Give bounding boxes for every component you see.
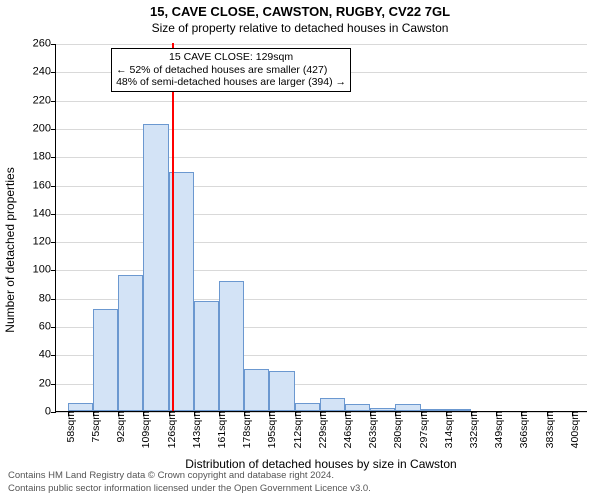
histogram-bar — [93, 309, 118, 411]
xtick-label: 246sqm — [337, 411, 354, 448]
ytick-label: 160 — [33, 180, 56, 191]
xtick-label: 126sqm — [160, 411, 177, 448]
histogram-bar — [395, 404, 420, 411]
xtick-label: 332sqm — [463, 411, 480, 448]
histogram-bar — [244, 369, 269, 411]
gridline — [56, 270, 587, 271]
annotation-box: 15 CAVE CLOSE: 129sqm← 52% of detached h… — [111, 48, 351, 92]
histogram-bar — [269, 371, 294, 411]
xtick-label: 109sqm — [135, 411, 152, 448]
xtick-label: 314sqm — [437, 411, 454, 448]
xtick-label: 143sqm — [186, 411, 203, 448]
attribution-footer: Contains HM Land Registry data © Crown c… — [8, 470, 592, 496]
xtick-label: 366sqm — [513, 411, 530, 448]
ytick-label: 100 — [33, 265, 56, 276]
xtick-label: 280sqm — [387, 411, 404, 448]
histogram-bar — [143, 124, 168, 411]
histogram-bar — [295, 403, 320, 411]
gridline — [56, 129, 587, 130]
annotation-line: ← 52% of detached houses are smaller (42… — [116, 64, 346, 77]
gridline — [56, 101, 587, 102]
ytick-label: 260 — [33, 39, 56, 50]
ytick-label: 20 — [39, 378, 56, 389]
chart-container: 15, CAVE CLOSE, CAWSTON, RUGBY, CV22 7GL… — [0, 0, 600, 500]
ytick-label: 40 — [39, 350, 56, 361]
histogram-bar — [118, 275, 143, 411]
gridline — [56, 44, 587, 45]
xtick-label: 58sqm — [60, 411, 77, 443]
xtick-label: 297sqm — [412, 411, 429, 448]
ytick-label: 120 — [33, 237, 56, 248]
chart-subtitle: Size of property relative to detached ho… — [0, 21, 600, 36]
xtick-label: 400sqm — [563, 411, 580, 448]
x-axis-label-wrap: Distribution of detached houses by size … — [55, 458, 587, 470]
histogram-bar — [194, 301, 219, 411]
xtick-label: 92sqm — [110, 411, 127, 443]
xtick-label: 178sqm — [236, 411, 253, 448]
plot-area: 02040608010012014016018020022024026058sq… — [55, 44, 587, 412]
ytick-label: 200 — [33, 123, 56, 134]
xtick-label: 263sqm — [362, 411, 379, 448]
xtick-label: 161sqm — [211, 411, 228, 448]
ytick-label: 80 — [39, 293, 56, 304]
gridline — [56, 242, 587, 243]
y-axis-label: Number of detached properties — [4, 167, 16, 332]
xtick-label: 349sqm — [488, 411, 505, 448]
xtick-label: 229sqm — [312, 411, 329, 448]
ytick-label: 0 — [45, 407, 56, 418]
x-axis-label: Distribution of detached houses by size … — [55, 458, 587, 470]
xtick-label: 75sqm — [85, 411, 102, 443]
ytick-label: 220 — [33, 95, 56, 106]
histogram-bar — [345, 404, 370, 411]
ytick-label: 180 — [33, 152, 56, 163]
gridline — [56, 157, 587, 158]
footer-line: Contains HM Land Registry data © Crown c… — [8, 470, 592, 483]
gridline — [56, 214, 587, 215]
annotation-line: 48% of semi-detached houses are larger (… — [116, 76, 346, 89]
ytick-label: 60 — [39, 322, 56, 333]
xtick-label: 383sqm — [538, 411, 555, 448]
gridline — [56, 186, 587, 187]
histogram-bar — [320, 398, 345, 411]
xtick-label: 195sqm — [261, 411, 278, 448]
histogram-bar — [219, 281, 244, 411]
ytick-label: 240 — [33, 67, 56, 78]
chart-title: 15, CAVE CLOSE, CAWSTON, RUGBY, CV22 7GL — [0, 0, 600, 20]
ytick-label: 140 — [33, 208, 56, 219]
reference-line — [172, 43, 174, 411]
footer-line: Contains public sector information licen… — [8, 483, 592, 496]
xtick-label: 212sqm — [286, 411, 303, 448]
annotation-line: 15 CAVE CLOSE: 129sqm — [116, 51, 346, 64]
